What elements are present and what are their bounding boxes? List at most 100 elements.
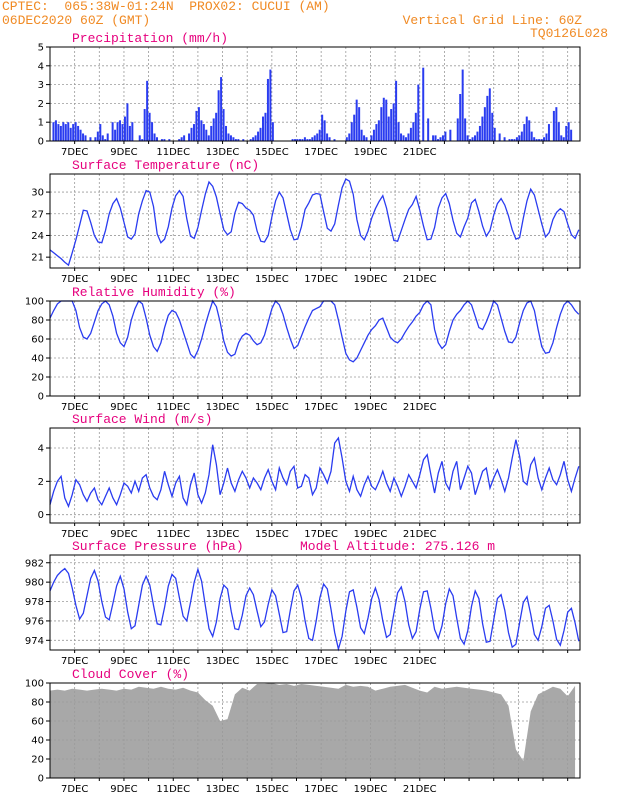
header-date-line: 06DEC2020 60Z (GMT) [2,13,151,28]
precip-bar [328,137,331,141]
panel-frame [49,554,581,651]
header-model-id: TQ0126L028 [529,26,608,41]
precip-bar [195,110,198,141]
panel-title: Surface Pressure (hPa) [72,539,244,554]
precip-bar [508,139,511,141]
precip-bar [291,139,294,141]
y-tick-label: 4 [38,61,44,72]
precip-bar [252,137,255,141]
precip-bar [570,129,573,141]
x-tick-label: 11DEC [156,784,190,795]
cloud-cover-area [50,683,576,778]
precip-bar [486,95,489,141]
precip-bar [510,139,513,141]
precip-bar [151,122,154,141]
precip-bar [197,107,200,141]
x-tick-label: 9DEC [110,147,137,158]
precip-bar [417,84,420,141]
y-tick-label: 60 [31,717,44,728]
y-tick-label: 27 [31,209,44,220]
precip-bar [153,133,156,141]
panel-frame [49,427,581,524]
precip-bar [311,137,314,141]
precip-bar [79,129,82,141]
precip-bar [456,118,459,141]
precip-bar [96,131,99,141]
x-tick-label: 11DEC [156,656,190,667]
x-tick-label: 15DEC [255,656,289,667]
precip-bar [141,139,144,141]
precip-bar [471,137,474,141]
x-tick-label: 15DEC [255,274,289,285]
precip-bar [318,129,321,141]
y-tick-label: 0 [38,137,44,148]
precip-bar [439,137,442,141]
precip-bar [242,139,245,141]
x-tick-label: 17DEC [304,402,338,413]
precip-bar [303,137,306,141]
precip-bar [552,110,555,141]
precip-bar [395,80,398,141]
precip-bar [493,127,496,141]
precip-bar [148,112,151,141]
precip-bar [77,125,80,141]
precip-bar [82,133,85,141]
precip-bar [99,124,102,141]
x-tick-label: 15DEC [255,147,289,158]
x-tick-label: 21DEC [403,784,437,795]
precip-bar [269,69,272,141]
precip-bar [89,137,92,141]
precip-bar [518,135,521,141]
precip-bar [478,125,481,141]
x-tick-label: 13DEC [206,402,240,413]
precip-bar [353,114,356,141]
y-tick-label: 2 [38,477,44,488]
precip-bar [262,116,264,141]
y-tick-label: 80 [31,698,44,709]
precip-bar [459,94,462,141]
precip-bar [464,118,467,141]
precip-bar [217,90,220,141]
x-tick-label: 13DEC [206,656,240,667]
precip-bar [190,127,193,141]
precip-bar [249,139,252,141]
precip-bar [400,133,403,141]
y-tick-label: 974 [25,636,44,647]
header-grid-line: Vertical Grid Line: 60Z [402,13,582,28]
y-tick-label: 978 [25,597,44,608]
precip-bar [168,139,171,141]
precip-bar [355,99,358,141]
precip-bar [143,109,146,141]
x-tick-label: 21DEC [403,656,437,667]
precip-bar [222,109,225,141]
precip-bar [557,122,560,141]
precip-bar [469,139,472,141]
precip-bar [266,78,269,141]
precip-bar [215,112,218,141]
panel-subtitle: Model Altitude: 275.126 m [300,539,495,554]
precip-bar [414,112,417,141]
precip-bar [64,124,67,141]
precip-bar [264,112,267,141]
precip-bar [397,122,400,141]
x-tick-label: 21DEC [403,147,437,158]
precip-bar [163,139,166,141]
precip-bar [57,124,60,141]
precip-bar [422,67,425,141]
precip-bar [565,125,568,141]
precip-bar [515,137,518,141]
precip-bar [188,133,191,141]
x-tick-label: 21DEC [403,402,437,413]
precip-bar [259,127,262,141]
precip-bar [520,131,523,141]
precip-bar [59,125,62,141]
precip-bar [119,120,122,141]
precip-bar [392,103,395,141]
precip-bar [555,107,558,141]
panel-title: Relative Humidity (%) [72,285,236,300]
precip-bar [540,139,543,141]
precip-bar [313,135,316,141]
y-tick-label: 3 [38,80,44,91]
precip-bar [72,124,75,141]
precip-bar [156,137,158,141]
